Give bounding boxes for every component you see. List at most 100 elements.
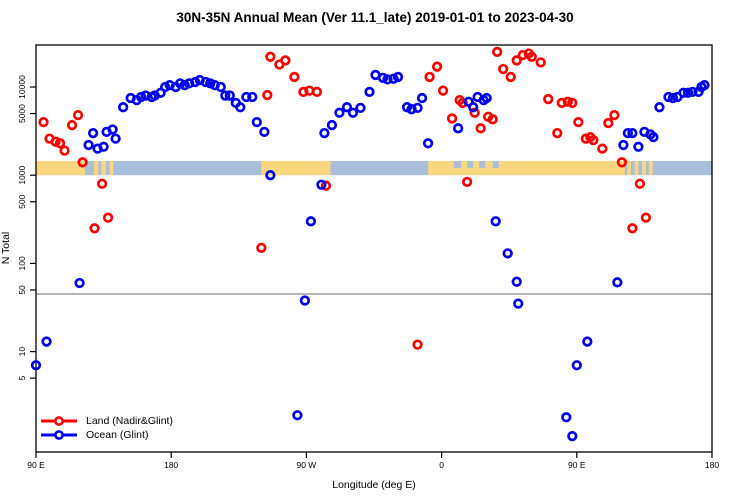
data-point bbox=[424, 71, 435, 83]
legend: Land (Nadir&Glint) Ocean (Glint) bbox=[40, 414, 173, 442]
data-point bbox=[492, 46, 503, 58]
data-point bbox=[89, 223, 100, 234]
data-point bbox=[215, 81, 226, 93]
data-point bbox=[412, 102, 423, 114]
data-point bbox=[561, 412, 572, 423]
scatter-series-land bbox=[38, 46, 652, 350]
data-point bbox=[699, 79, 710, 91]
data-point bbox=[511, 276, 522, 287]
data-point bbox=[567, 97, 578, 109]
data-point bbox=[663, 91, 674, 103]
data-point bbox=[320, 180, 332, 191]
data-point bbox=[241, 91, 252, 103]
land-strip-segment bbox=[428, 160, 625, 176]
data-point bbox=[603, 117, 614, 129]
y-axis-ticks: 5 10 50 100 500 1000 5000 10000 bbox=[17, 75, 36, 381]
data-point bbox=[412, 339, 423, 350]
legend-entry-land: Land (Nadir&Glint) bbox=[40, 414, 173, 428]
ocean-notch bbox=[492, 160, 499, 169]
data-point bbox=[422, 138, 434, 149]
land-strip-segment bbox=[109, 160, 114, 176]
ocean-notch bbox=[453, 160, 462, 169]
data-point bbox=[41, 336, 52, 347]
chart-title: 30N-35N Annual Mean (Ver 11.1_late) 2019… bbox=[176, 10, 574, 25]
data-point bbox=[687, 86, 698, 98]
data-point bbox=[102, 212, 114, 223]
data-point bbox=[382, 74, 393, 85]
data-point bbox=[627, 223, 638, 234]
data-point bbox=[72, 109, 84, 121]
land-strip-segment bbox=[642, 160, 646, 176]
data-point bbox=[481, 92, 492, 104]
data-point bbox=[289, 71, 300, 83]
data-point bbox=[640, 212, 652, 223]
data-point bbox=[562, 96, 573, 107]
data-point bbox=[487, 114, 498, 125]
land-strip-segment bbox=[93, 160, 99, 176]
data-point bbox=[298, 86, 309, 98]
data-point bbox=[475, 123, 486, 134]
data-point bbox=[678, 87, 689, 98]
y-axis-title: N Total bbox=[0, 231, 12, 265]
data-point bbox=[511, 55, 522, 66]
data-point bbox=[573, 116, 584, 128]
data-point bbox=[364, 86, 375, 98]
data-point bbox=[452, 123, 464, 134]
land-strip-segment bbox=[261, 160, 331, 176]
x-tick-label: 90 W bbox=[296, 460, 316, 470]
data-point bbox=[490, 216, 501, 227]
data-point bbox=[235, 102, 246, 113]
data-point bbox=[334, 107, 345, 118]
x-axis-title: Longitude (deg E) bbox=[332, 479, 416, 491]
data-point bbox=[311, 86, 323, 98]
land-legend-symbol bbox=[41, 416, 77, 426]
ocean-notch bbox=[479, 160, 486, 169]
data-point bbox=[437, 85, 449, 96]
y-tick-label: 100 bbox=[17, 256, 27, 270]
ocean-legend-symbol bbox=[41, 430, 77, 440]
data-point bbox=[256, 242, 267, 254]
data-point bbox=[648, 132, 659, 143]
data-point bbox=[609, 109, 620, 121]
data-point bbox=[347, 107, 359, 118]
data-point bbox=[616, 157, 628, 168]
data-point bbox=[552, 127, 563, 139]
data-point bbox=[612, 277, 623, 288]
data-point bbox=[107, 124, 118, 135]
x-tick-label: 180 bbox=[164, 460, 178, 470]
legend-label-land: Land (Nadir&Glint) bbox=[86, 415, 173, 427]
data-point bbox=[280, 55, 291, 66]
data-point bbox=[469, 107, 480, 118]
land-strip-segment bbox=[36, 160, 85, 176]
data-point bbox=[627, 127, 638, 139]
data-point bbox=[567, 430, 578, 442]
data-point bbox=[259, 126, 270, 138]
data-point bbox=[682, 87, 694, 98]
data-point bbox=[505, 71, 516, 83]
data-point bbox=[502, 248, 513, 259]
y-tick-label: 1000 bbox=[17, 165, 27, 184]
data-point bbox=[416, 92, 428, 104]
data-point bbox=[582, 336, 593, 347]
data-point bbox=[87, 127, 99, 139]
legend-label-ocean: Ocean (Glint) bbox=[86, 429, 149, 441]
data-point bbox=[251, 116, 262, 128]
data-point bbox=[265, 170, 276, 181]
land-strip-segment bbox=[634, 160, 639, 176]
data-point bbox=[513, 298, 524, 309]
data-point bbox=[457, 97, 468, 109]
data-point bbox=[431, 61, 443, 72]
data-point bbox=[262, 89, 273, 101]
data-point bbox=[588, 134, 599, 146]
land-strip-segment bbox=[627, 160, 631, 176]
data-point bbox=[224, 90, 235, 101]
data-point bbox=[543, 93, 554, 105]
ocean-notch bbox=[467, 160, 474, 169]
data-point bbox=[265, 51, 276, 62]
scatter-series-ocean bbox=[30, 69, 710, 442]
data-point bbox=[355, 102, 366, 114]
data-point bbox=[526, 51, 537, 62]
data-point bbox=[299, 295, 311, 306]
